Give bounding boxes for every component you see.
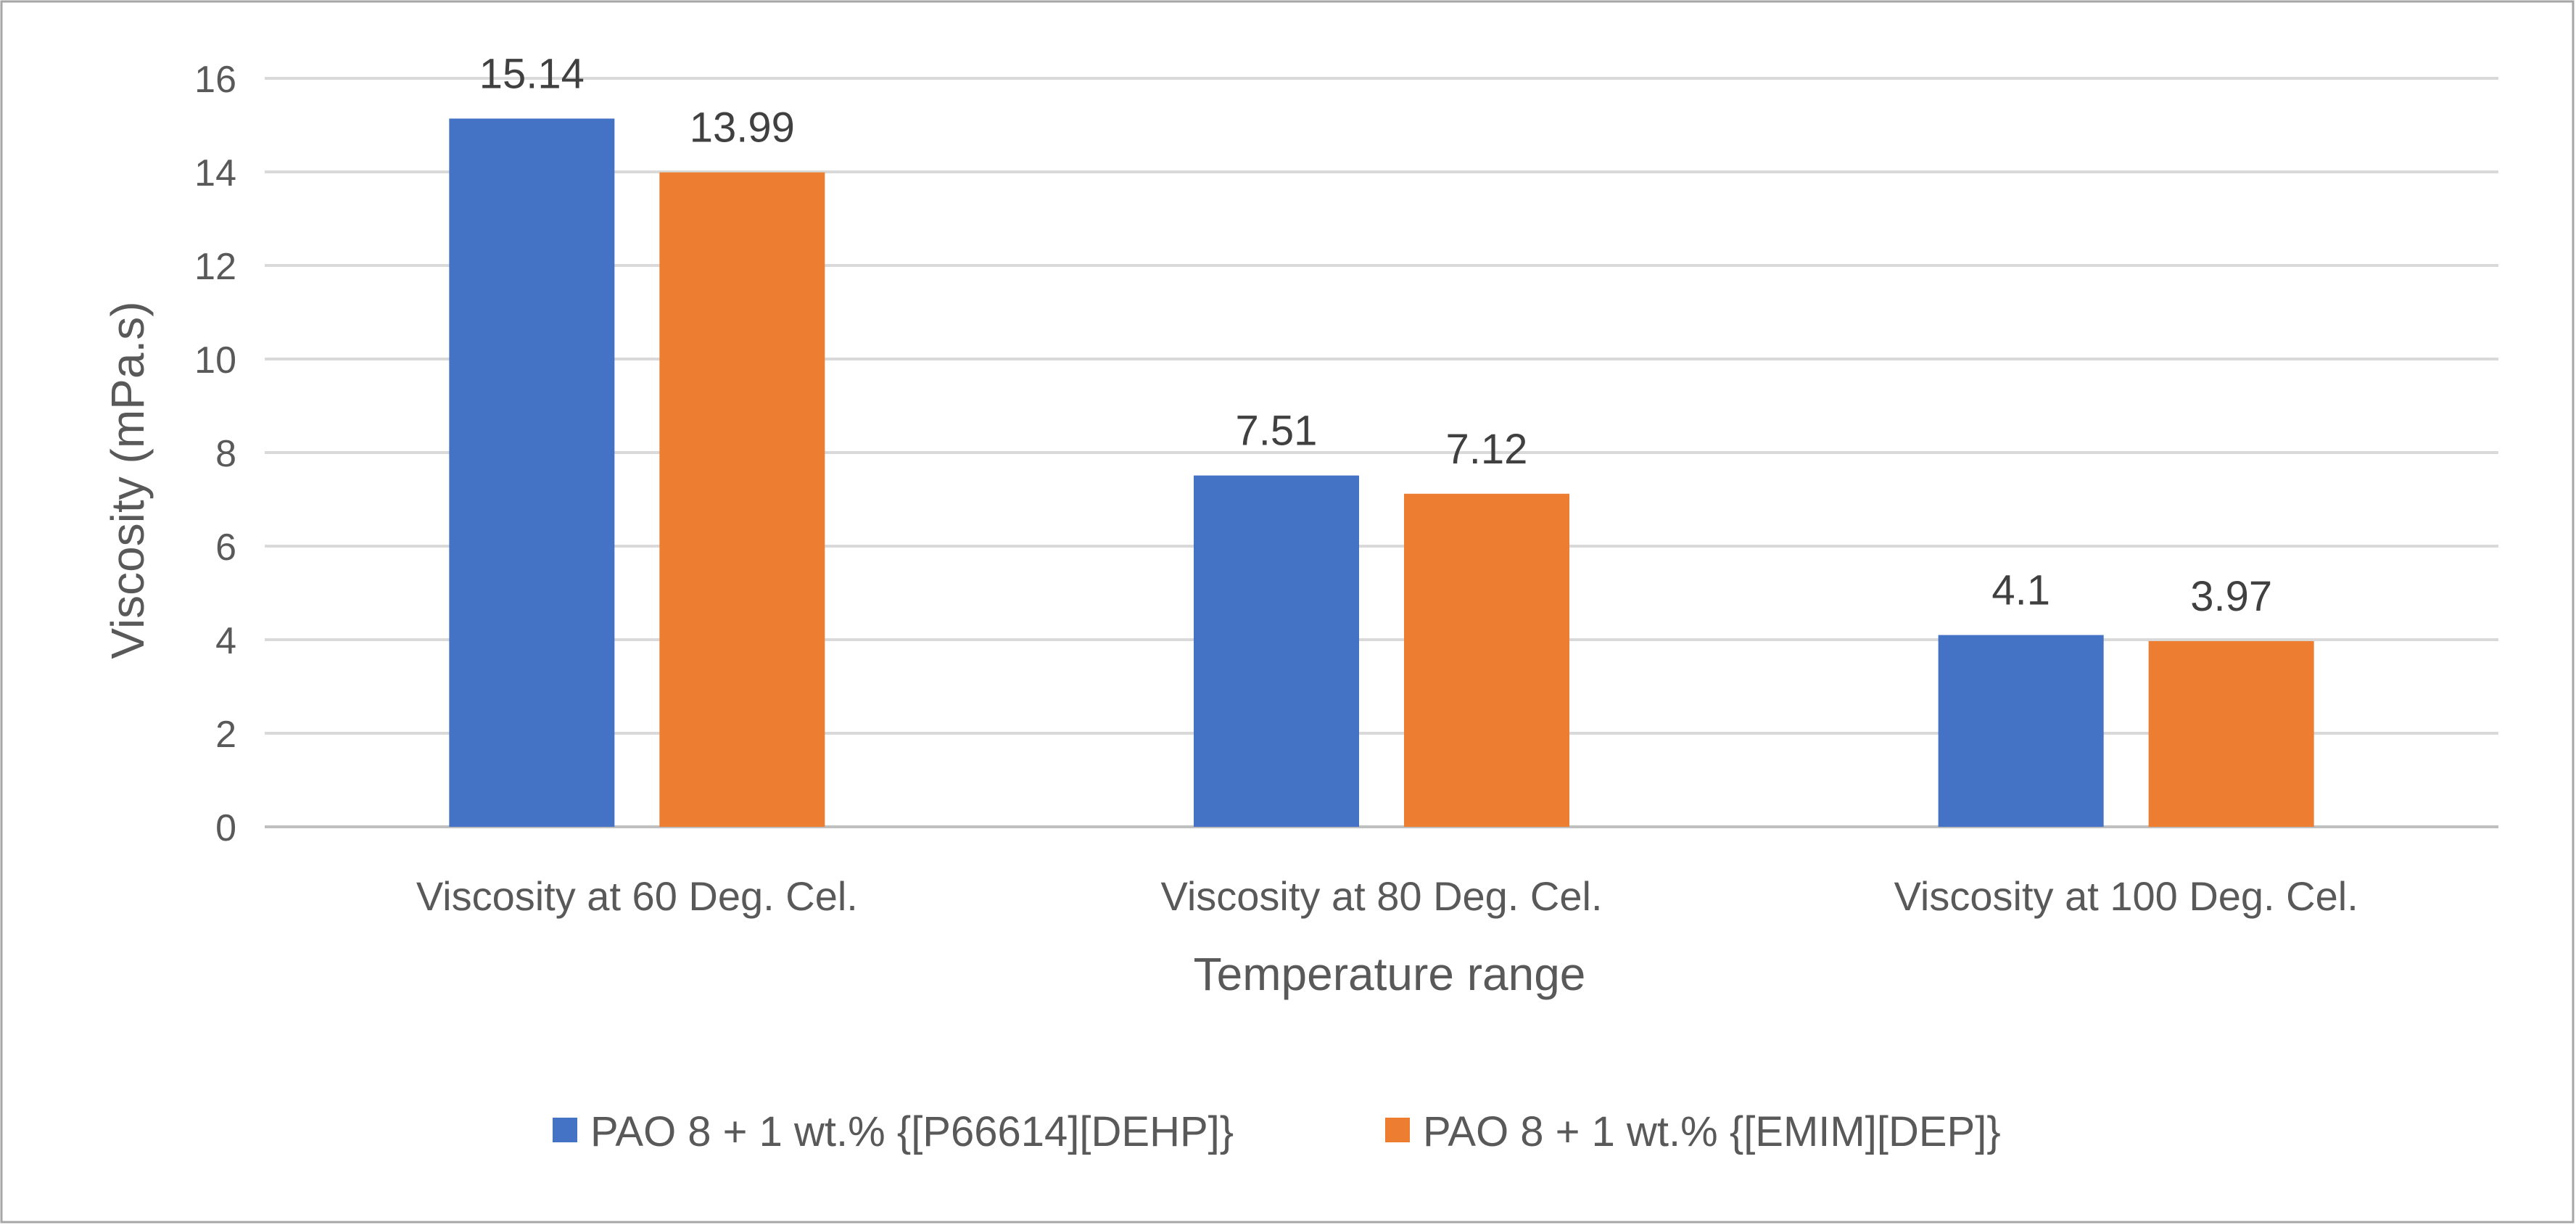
data-label: 3.97 xyxy=(2190,573,2272,620)
y-axis-title: Viscosity (mPa.s) xyxy=(102,301,154,659)
gridlines xyxy=(265,77,2498,828)
bar-series-1-cat-3 xyxy=(1938,635,2104,827)
x-tick-label: Viscosity at 100 Deg. Cel. xyxy=(1894,873,2358,919)
x-tick-label: Viscosity at 80 Deg. Cel. xyxy=(1160,873,1602,919)
x-axis-ticks: Viscosity at 60 Deg. Cel. Viscosity at 80… xyxy=(416,873,2358,919)
x-tick-label: Viscosity at 60 Deg. Cel. xyxy=(416,873,858,919)
y-axis-ticks: 0 2 4 6 8 10 12 14 16 xyxy=(194,59,236,849)
data-label: 13.99 xyxy=(690,104,795,152)
x-axis-title: Temperature range xyxy=(1194,948,1586,1000)
y-tick-label: 10 xyxy=(194,339,236,381)
legend-entry: PAO 8 + 1 wt.% {[P66614][DEHP]} xyxy=(590,1108,1234,1155)
bar-series-1-cat-2 xyxy=(1194,475,1359,827)
bar-series-2-cat-3 xyxy=(2148,640,2314,827)
y-tick-label: 14 xyxy=(194,152,236,194)
legend-swatch xyxy=(553,1118,577,1142)
y-tick-label: 0 xyxy=(215,807,236,849)
bar-series-2-cat-2 xyxy=(1404,493,1569,827)
bars xyxy=(449,118,2314,828)
legend: PAO 8 + 1 wt.% {[P66614][DEHP]} PAO 8 + 1… xyxy=(553,1108,2001,1155)
bar-series-2-cat-1 xyxy=(659,172,825,827)
legend-entry: PAO 8 + 1 wt.% {[EMIM][DEP]} xyxy=(1423,1108,2001,1155)
y-tick-label: 6 xyxy=(215,527,236,569)
y-tick-label: 12 xyxy=(194,246,236,288)
data-label: 7.12 xyxy=(1446,426,1528,473)
data-labels: 15.14 13.99 7.51 7.12 4.1 3.97 xyxy=(479,50,2272,619)
legend-swatch xyxy=(1385,1118,1410,1142)
bar-series-1-cat-1 xyxy=(449,118,615,828)
data-label: 7.51 xyxy=(1236,408,1318,455)
y-tick-label: 8 xyxy=(215,433,236,475)
y-tick-label: 4 xyxy=(215,620,236,662)
y-tick-label: 16 xyxy=(194,59,236,101)
y-tick-label: 2 xyxy=(215,714,236,756)
data-label: 4.1 xyxy=(1991,567,2050,614)
data-label: 15.14 xyxy=(479,50,585,97)
